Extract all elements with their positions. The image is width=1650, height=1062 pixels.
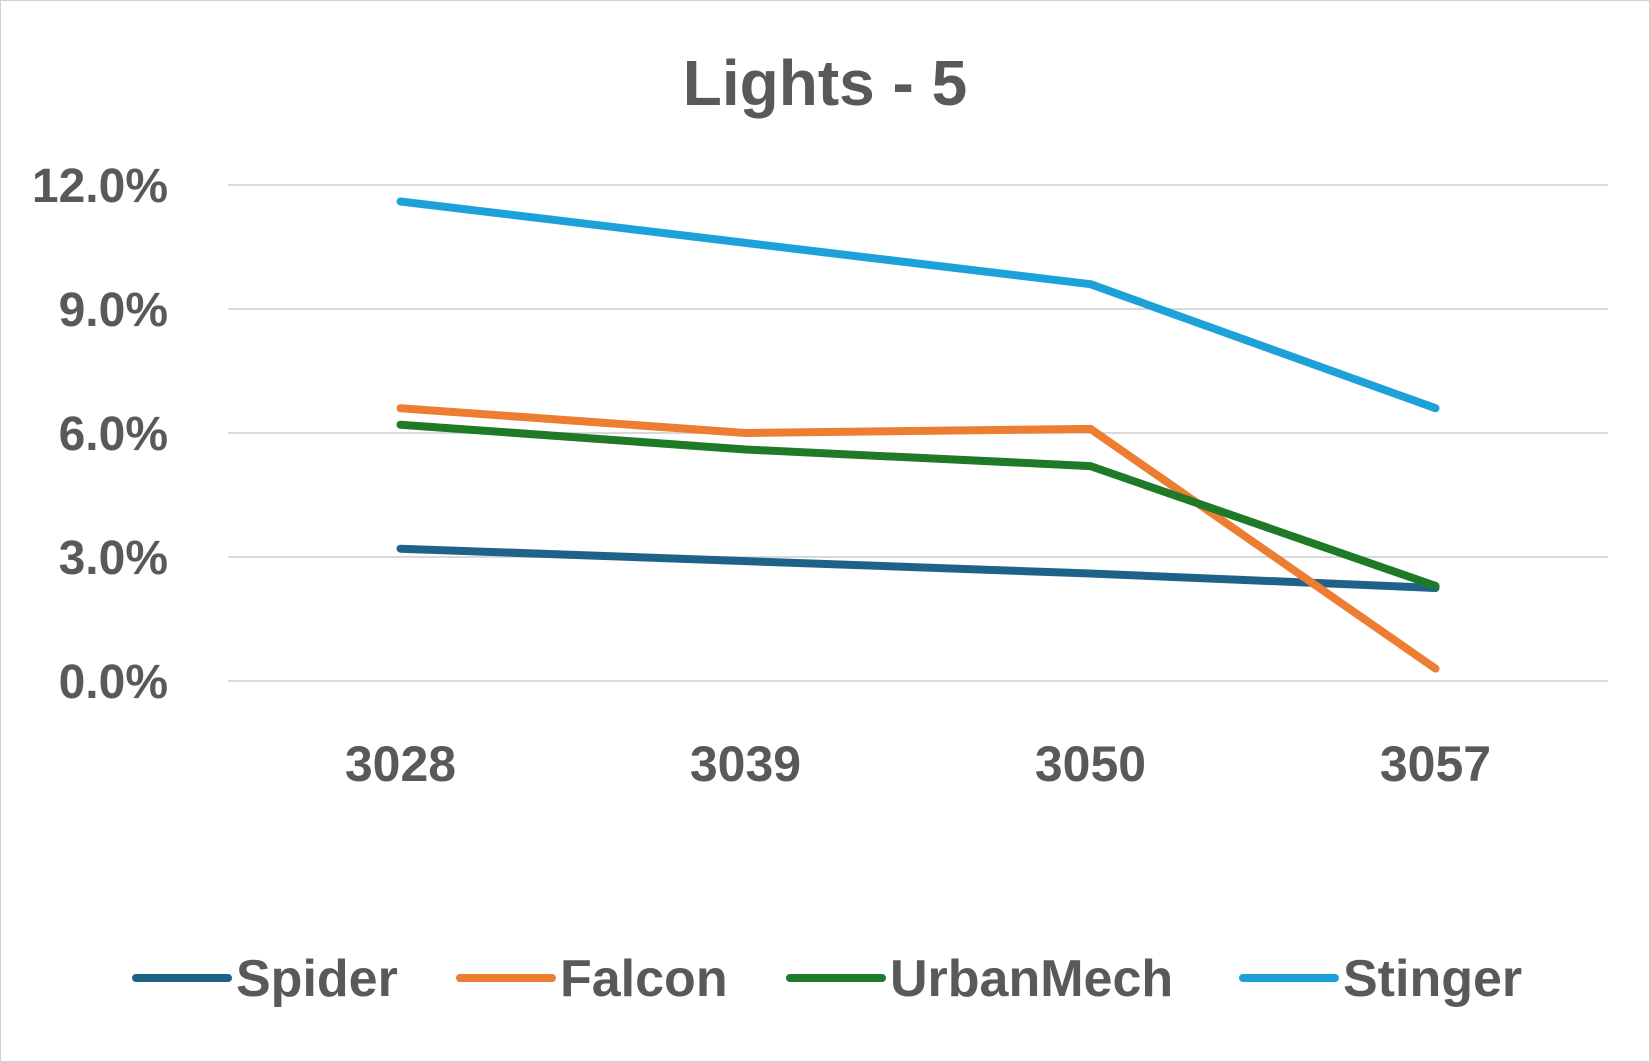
legend-label-stinger: Stinger — [1343, 950, 1522, 1008]
legend-label-falcon: Falcon — [560, 950, 728, 1008]
legend-label-urbanmech: UrbanMech — [890, 950, 1173, 1008]
series-line-urbanmech — [396, 420, 1440, 590]
x-tick-label: 3039 — [690, 736, 801, 792]
chart-title: Lights - 5 — [683, 47, 967, 119]
x-axis-ticks: 3028 3039 3050 3057 — [345, 736, 1491, 792]
y-tick-label: 12.0% — [32, 160, 168, 213]
x-tick-label: 3057 — [1380, 736, 1491, 792]
legend: Spider Falcon UrbanMech Stinger — [132, 950, 1522, 1008]
gridlines — [228, 184, 1608, 682]
series-line-stinger — [396, 197, 1440, 413]
series-lines — [396, 197, 1440, 673]
y-tick-label: 9.0% — [59, 284, 168, 337]
x-tick-label: 3028 — [345, 736, 456, 792]
x-tick-label: 3050 — [1035, 736, 1146, 792]
y-tick-label: 0.0% — [59, 656, 168, 709]
y-tick-label: 6.0% — [59, 408, 168, 461]
y-axis-ticks: 0.0% 3.0% 6.0% 9.0% 12.0% — [32, 160, 168, 709]
series-line-spider — [396, 544, 1440, 592]
legend-label-spider: Spider — [236, 950, 398, 1008]
y-tick-label: 3.0% — [59, 532, 168, 585]
series-line-falcon — [396, 404, 1440, 673]
